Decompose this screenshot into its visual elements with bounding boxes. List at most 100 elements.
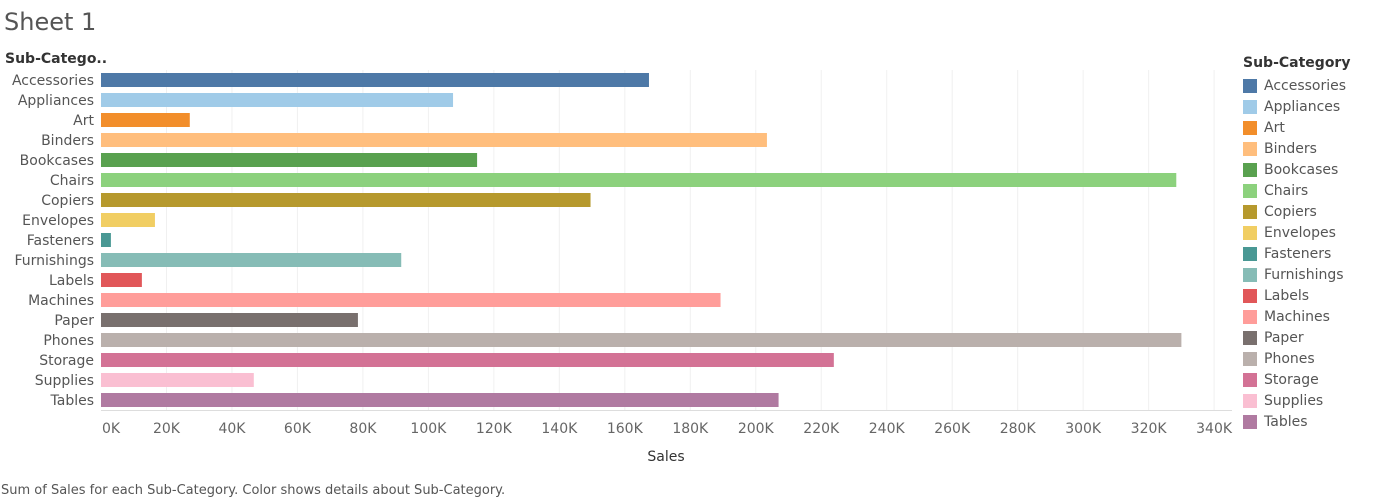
legend-label: Art bbox=[1264, 119, 1285, 136]
x-tick-label: 140K bbox=[541, 421, 578, 437]
legend-swatch bbox=[1243, 393, 1257, 408]
x-tick-label: 280K bbox=[1000, 421, 1037, 437]
category-label: Phones bbox=[43, 333, 94, 349]
legend-item-accessories[interactable]: Accessories bbox=[1243, 75, 1378, 96]
legend-swatch bbox=[1243, 162, 1257, 177]
bar-supplies[interactable] bbox=[101, 373, 254, 387]
bar-fasteners[interactable] bbox=[101, 233, 111, 247]
bar-art[interactable] bbox=[101, 113, 190, 127]
bars bbox=[101, 73, 1182, 407]
x-tick-label: 160K bbox=[607, 421, 644, 437]
x-tick-label: 260K bbox=[934, 421, 971, 437]
legend-swatch bbox=[1243, 99, 1257, 114]
legend-label: Fasteners bbox=[1264, 245, 1332, 262]
legend-swatch bbox=[1243, 330, 1257, 345]
legend-label: Copiers bbox=[1264, 203, 1317, 220]
legend-item-copiers[interactable]: Copiers bbox=[1243, 201, 1378, 222]
category-label: Binders bbox=[41, 133, 94, 149]
x-tick-label: 200K bbox=[738, 421, 775, 437]
legend-item-storage[interactable]: Storage bbox=[1243, 369, 1378, 390]
category-label: Appliances bbox=[18, 93, 94, 109]
bar-binders[interactable] bbox=[101, 133, 767, 147]
bar-bookcases[interactable] bbox=[101, 153, 478, 167]
legend-item-fasteners[interactable]: Fasteners bbox=[1243, 243, 1378, 264]
legend-swatch bbox=[1243, 183, 1257, 198]
bar-paper[interactable] bbox=[101, 313, 358, 327]
category-label: Fasteners bbox=[27, 233, 94, 249]
legend-swatch bbox=[1243, 372, 1257, 387]
row-header-sub-category[interactable]: Sub-Catego.. bbox=[5, 51, 108, 67]
legend-swatch bbox=[1243, 141, 1257, 156]
legend-item-tables[interactable]: Tables bbox=[1243, 411, 1378, 432]
x-tick-label: 0K bbox=[102, 421, 121, 437]
legend-item-appliances[interactable]: Appliances bbox=[1243, 96, 1378, 117]
category-label: Art bbox=[73, 113, 94, 129]
legend-items: Accessories Appliances Art Binders Bookcases… bbox=[1243, 75, 1378, 432]
legend-swatch bbox=[1243, 288, 1257, 303]
category-label: Tables bbox=[50, 393, 95, 409]
legend-swatch bbox=[1243, 225, 1257, 240]
legend-label: Supplies bbox=[1264, 392, 1324, 409]
legend-item-machines[interactable]: Machines bbox=[1243, 306, 1378, 327]
legend-item-binders[interactable]: Binders bbox=[1243, 138, 1378, 159]
x-tick-label: 40K bbox=[218, 421, 246, 437]
x-tick-label: 340K bbox=[1196, 421, 1233, 437]
x-tick-label: 320K bbox=[1131, 421, 1168, 437]
category-label: Chairs bbox=[50, 173, 94, 189]
legend-item-labels[interactable]: Labels bbox=[1243, 285, 1378, 306]
x-tick-label: 80K bbox=[349, 421, 377, 437]
category-label: Paper bbox=[54, 313, 94, 329]
bar-labels[interactable] bbox=[101, 273, 142, 287]
legend-label: Bookcases bbox=[1264, 161, 1339, 178]
legend-swatch bbox=[1243, 246, 1257, 261]
x-tick-label: 220K bbox=[803, 421, 840, 437]
category-label: Labels bbox=[49, 273, 94, 289]
legend-item-bookcases[interactable]: Bookcases bbox=[1243, 159, 1378, 180]
legend-item-furnishings[interactable]: Furnishings bbox=[1243, 264, 1378, 285]
bar-copiers[interactable] bbox=[101, 193, 591, 207]
legend-label: Paper bbox=[1264, 329, 1304, 346]
category-label: Storage bbox=[39, 353, 94, 369]
bar-chart: Accessories Appliances Art Binders Bookcases… bbox=[12, 70, 1233, 465]
legend-label: Binders bbox=[1264, 140, 1317, 157]
bar-machines[interactable] bbox=[101, 293, 721, 307]
legend-label: Machines bbox=[1264, 308, 1330, 325]
sheet-title: Sheet 1 bbox=[4, 8, 97, 36]
category-label: Envelopes bbox=[22, 213, 94, 229]
bar-tables[interactable] bbox=[101, 393, 779, 407]
legend-swatch bbox=[1243, 78, 1257, 93]
legend-item-chairs[interactable]: Chairs bbox=[1243, 180, 1378, 201]
legend-label: Storage bbox=[1264, 371, 1319, 388]
legend-item-paper[interactable]: Paper bbox=[1243, 327, 1378, 348]
category-label: Accessories bbox=[12, 73, 94, 89]
legend: Sub-Category Accessories Appliances Art Bin… bbox=[1243, 54, 1378, 432]
legend-label: Tables bbox=[1264, 413, 1308, 430]
legend-label: Phones bbox=[1264, 350, 1315, 367]
legend-item-phones[interactable]: Phones bbox=[1243, 348, 1378, 369]
bar-appliances[interactable] bbox=[101, 93, 454, 107]
x-tick-label: 240K bbox=[869, 421, 906, 437]
legend-title[interactable]: Sub-Category bbox=[1243, 55, 1351, 71]
bar-chairs[interactable] bbox=[101, 173, 1177, 187]
bar-accessories[interactable] bbox=[101, 73, 649, 87]
category-label: Copiers bbox=[41, 193, 94, 209]
category-label: Bookcases bbox=[20, 153, 94, 169]
legend-swatch bbox=[1243, 414, 1257, 429]
caption: Sum of Sales for each Sub-Category. Colo… bbox=[1, 483, 506, 498]
bar-furnishings[interactable] bbox=[101, 253, 402, 267]
x-tick-label: 300K bbox=[1065, 421, 1102, 437]
bar-phones[interactable] bbox=[101, 333, 1182, 347]
legend-item-art[interactable]: Art bbox=[1243, 117, 1378, 138]
legend-item-envelopes[interactable]: Envelopes bbox=[1243, 222, 1378, 243]
legend-swatch bbox=[1243, 204, 1257, 219]
legend-label: Accessories bbox=[1264, 77, 1347, 94]
legend-label: Appliances bbox=[1264, 98, 1341, 115]
x-tick-label: 180K bbox=[672, 421, 709, 437]
x-axis-title: Sales bbox=[647, 449, 684, 465]
bar-envelopes[interactable] bbox=[101, 213, 155, 227]
legend-swatch bbox=[1243, 267, 1257, 282]
bar-storage[interactable] bbox=[101, 353, 834, 367]
category-label: Supplies bbox=[35, 373, 94, 389]
legend-item-supplies[interactable]: Supplies bbox=[1243, 390, 1378, 411]
category-labels: Accessories Appliances Art Binders Bookcases… bbox=[12, 73, 95, 409]
